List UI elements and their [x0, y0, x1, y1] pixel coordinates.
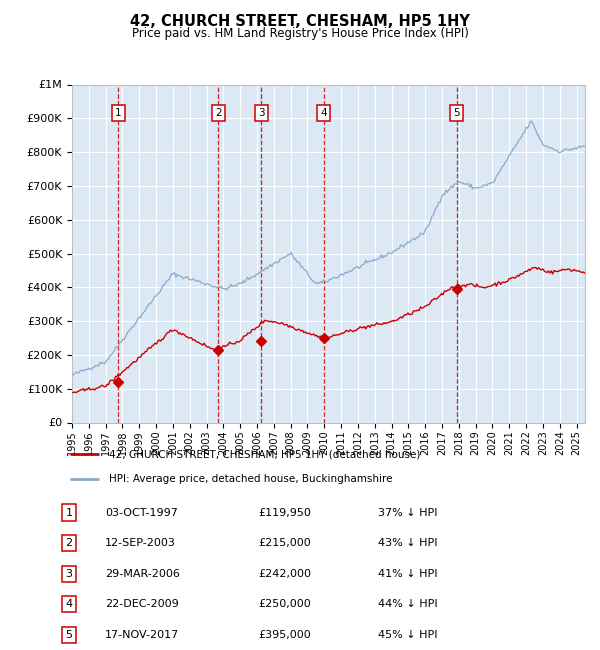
Text: 2: 2 [65, 538, 73, 548]
Text: 42, CHURCH STREET, CHESHAM, HP5 1HY (detached house): 42, CHURCH STREET, CHESHAM, HP5 1HY (det… [109, 449, 421, 459]
Text: 5: 5 [65, 630, 73, 640]
Text: 42, CHURCH STREET, CHESHAM, HP5 1HY: 42, CHURCH STREET, CHESHAM, HP5 1HY [130, 14, 470, 29]
Text: 45% ↓ HPI: 45% ↓ HPI [378, 630, 437, 640]
Text: 22-DEC-2009: 22-DEC-2009 [105, 599, 179, 609]
Text: 03-OCT-1997: 03-OCT-1997 [105, 508, 178, 517]
Text: 29-MAR-2006: 29-MAR-2006 [105, 569, 180, 578]
Text: £242,000: £242,000 [258, 569, 311, 578]
Text: 17-NOV-2017: 17-NOV-2017 [105, 630, 179, 640]
Text: HPI: Average price, detached house, Buckinghamshire: HPI: Average price, detached house, Buck… [109, 474, 392, 484]
Text: 4: 4 [65, 599, 73, 609]
Text: £250,000: £250,000 [258, 599, 311, 609]
Text: 37% ↓ HPI: 37% ↓ HPI [378, 508, 437, 517]
Text: £119,950: £119,950 [258, 508, 311, 517]
Text: Price paid vs. HM Land Registry's House Price Index (HPI): Price paid vs. HM Land Registry's House … [131, 27, 469, 40]
Text: 1: 1 [115, 109, 122, 118]
Text: 12-SEP-2003: 12-SEP-2003 [105, 538, 176, 548]
Text: 4: 4 [320, 109, 327, 118]
Text: 44% ↓ HPI: 44% ↓ HPI [378, 599, 437, 609]
Text: £395,000: £395,000 [258, 630, 311, 640]
Text: 3: 3 [258, 109, 265, 118]
Text: 2: 2 [215, 109, 221, 118]
Text: 5: 5 [454, 109, 460, 118]
Text: £215,000: £215,000 [258, 538, 311, 548]
Text: 41% ↓ HPI: 41% ↓ HPI [378, 569, 437, 578]
Text: 43% ↓ HPI: 43% ↓ HPI [378, 538, 437, 548]
Text: 3: 3 [65, 569, 73, 578]
Text: 1: 1 [65, 508, 73, 517]
